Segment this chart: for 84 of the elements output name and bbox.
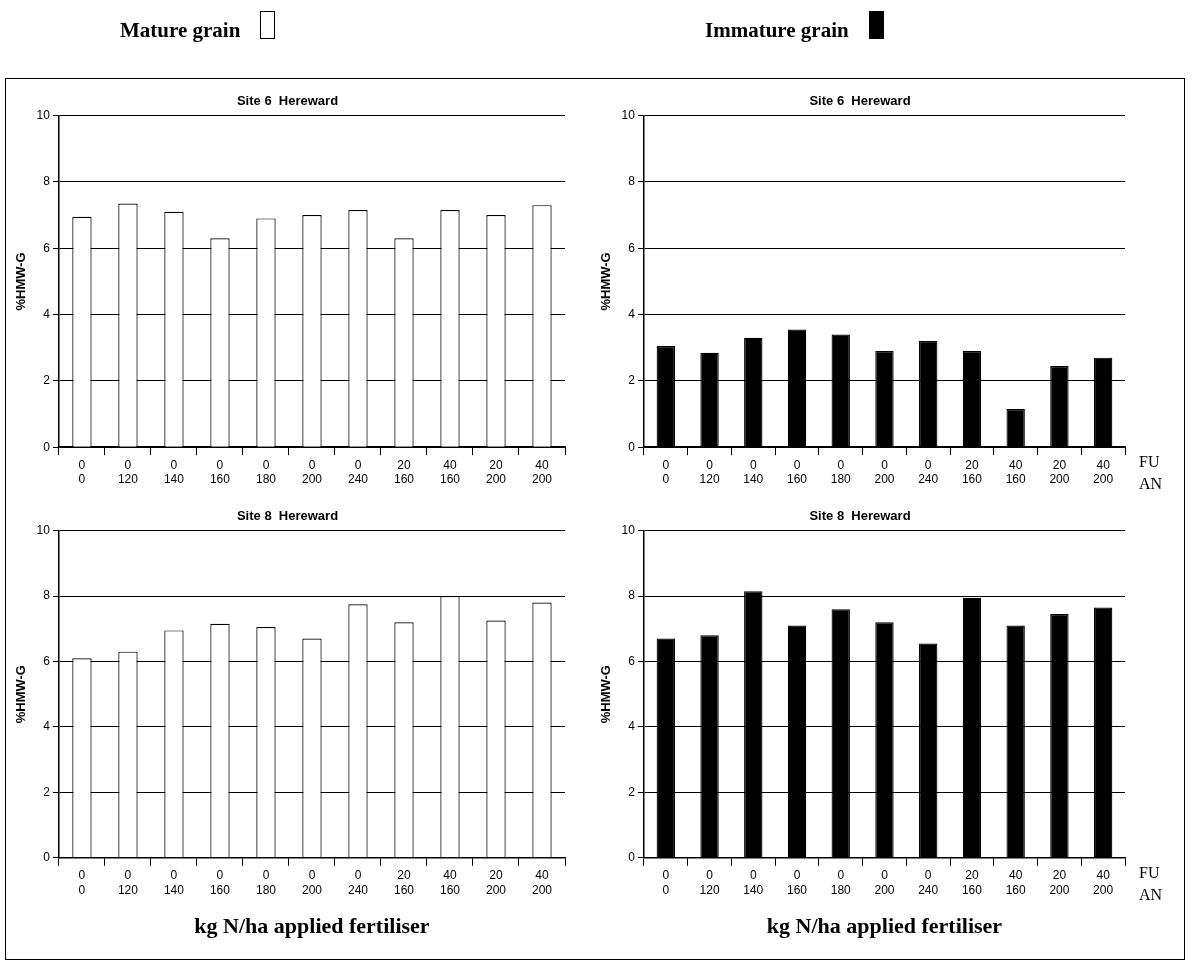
y-axis-title: %HMW-G bbox=[13, 252, 29, 311]
x-tick-label: 20 200 bbox=[485, 457, 507, 487]
x-tick-label: 0 120 bbox=[699, 457, 720, 487]
x-tick-label: 0 0 bbox=[78, 457, 86, 487]
chart-title: Site 8 Hereward bbox=[809, 508, 911, 524]
text: Mature grain bbox=[120, 18, 241, 43]
y-axis-title: %HMW-G bbox=[598, 665, 614, 724]
y-tick-label: 6 bbox=[43, 240, 51, 255]
text: FU bbox=[1139, 864, 1160, 881]
y-tick-label: 10 bbox=[36, 107, 51, 122]
y-tick-label: 10 bbox=[36, 522, 51, 537]
x-tick-label: 40 160 bbox=[1005, 457, 1026, 487]
x-axis-title: kg N/ha applied fertiliser bbox=[766, 913, 1003, 939]
x-tick-label: 20 200 bbox=[1049, 868, 1070, 897]
x-axis-title: kg N/ha applied fertiliser bbox=[194, 913, 430, 939]
y-tick-label: 10 bbox=[621, 107, 636, 122]
x-tick-label: 0 160 bbox=[209, 457, 231, 487]
x-tick-label: 40 160 bbox=[1005, 868, 1026, 897]
x-tick-label: 40 160 bbox=[439, 457, 461, 487]
y-tick-label: 2 bbox=[628, 784, 636, 799]
y-tick-label: 4 bbox=[628, 719, 636, 734]
x-tick-label: 40 200 bbox=[531, 868, 553, 897]
chart-title: Site 6 Hereward bbox=[236, 93, 339, 109]
y-tick-label: 0 bbox=[628, 439, 636, 454]
x-tick-label: 0 240 bbox=[918, 868, 939, 897]
x-tick-label: 0 160 bbox=[209, 868, 231, 897]
y-tick-label: 8 bbox=[628, 588, 636, 603]
x-tick-label: 20 160 bbox=[393, 868, 415, 897]
y-tick-label: 0 bbox=[43, 850, 51, 865]
x-tick-label: 20 160 bbox=[393, 457, 415, 487]
x-tick-label: 0 180 bbox=[830, 457, 852, 487]
x-tick-label: 0 140 bbox=[163, 457, 185, 487]
x-tick-label: 40 200 bbox=[1093, 457, 1114, 487]
x-tick-label: 0 240 bbox=[918, 457, 939, 487]
x-tick-label: 0 240 bbox=[347, 868, 369, 897]
x-tick-label: 0 200 bbox=[874, 868, 895, 897]
x-tick-label: 0 140 bbox=[163, 868, 185, 897]
chart-title: Site 8 Hereward bbox=[236, 508, 339, 524]
x-tick-label: 20 200 bbox=[485, 868, 507, 897]
x-tick-label: 0 0 bbox=[662, 457, 670, 487]
chart-title: Site 6 Hereward bbox=[809, 93, 911, 109]
y-tick-label: 4 bbox=[43, 306, 51, 321]
y-tick-label: 2 bbox=[43, 373, 51, 388]
x-tick-label: 0 0 bbox=[662, 868, 670, 897]
y-tick-label: 10 bbox=[621, 522, 636, 537]
x-tick-label: 0 240 bbox=[347, 457, 369, 487]
y-tick-label: 4 bbox=[628, 306, 636, 321]
x-tick-label: 0 160 bbox=[786, 457, 808, 487]
x-tick-label: 0 0 bbox=[78, 868, 86, 897]
text: AN bbox=[1139, 475, 1163, 493]
x-tick-label: 0 120 bbox=[117, 457, 139, 487]
y-tick-label: 6 bbox=[628, 653, 636, 668]
x-tick-label: 0 140 bbox=[743, 457, 764, 487]
x-tick-label: 0 160 bbox=[786, 868, 808, 897]
x-tick-label: 20 160 bbox=[961, 457, 983, 487]
x-tick-label: 0 200 bbox=[301, 457, 323, 487]
x-tick-label: 20 160 bbox=[961, 868, 983, 897]
x-tick-label: 0 140 bbox=[743, 868, 764, 897]
x-tick-label: 0 120 bbox=[699, 868, 720, 897]
x-tick-label: 40 200 bbox=[531, 457, 553, 487]
y-tick-label: 6 bbox=[628, 240, 636, 255]
y-tick-label: 2 bbox=[43, 784, 51, 799]
x-tick-label: 0 200 bbox=[874, 457, 895, 487]
x-tick-label: 40 200 bbox=[1093, 868, 1114, 897]
text: FU bbox=[1139, 453, 1160, 471]
x-tick-label: 0 180 bbox=[255, 868, 277, 897]
y-tick-label: 8 bbox=[43, 174, 51, 189]
x-tick-label: 0 120 bbox=[117, 868, 139, 897]
x-tick-label: 40 160 bbox=[439, 868, 461, 897]
y-tick-label: 4 bbox=[43, 719, 51, 734]
x-tick-label: 20 200 bbox=[1049, 457, 1070, 487]
y-tick-label: 6 bbox=[43, 653, 51, 668]
y-tick-label: 2 bbox=[628, 373, 636, 388]
x-tick-label: 0 200 bbox=[301, 868, 323, 897]
y-tick-label: 8 bbox=[43, 588, 51, 603]
legend-label: Immature grain bbox=[705, 18, 849, 43]
y-tick-label: 8 bbox=[628, 174, 636, 189]
text: AN bbox=[1139, 886, 1163, 903]
y-tick-label: 0 bbox=[43, 439, 51, 454]
x-tick-label: 0 180 bbox=[830, 868, 852, 897]
y-axis-title: %HMW-G bbox=[598, 252, 614, 311]
y-tick-label: 0 bbox=[628, 850, 636, 865]
y-axis-title: %HMW-G bbox=[13, 665, 29, 724]
x-tick-label: 0 180 bbox=[255, 457, 277, 487]
